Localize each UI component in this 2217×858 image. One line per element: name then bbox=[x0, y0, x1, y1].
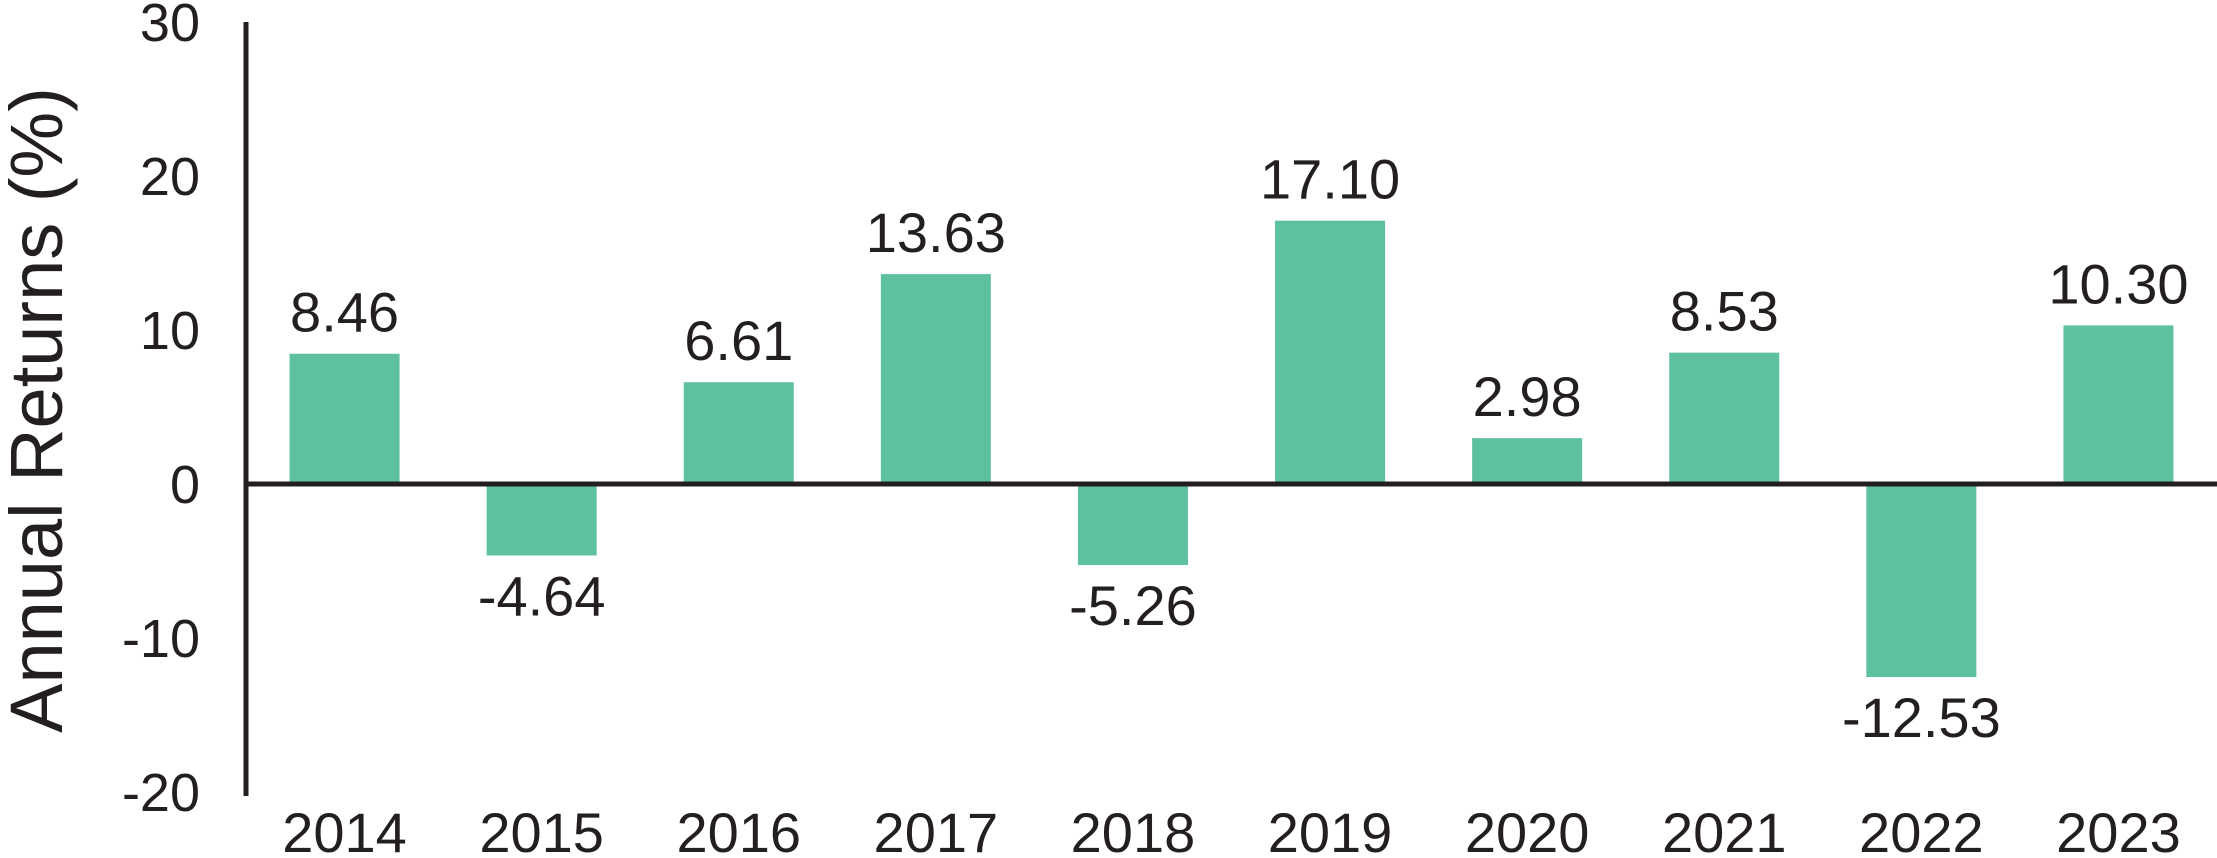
data-label: 10.30 bbox=[2048, 252, 2188, 315]
category-label: 2022 bbox=[1859, 801, 1984, 858]
bars bbox=[289, 220, 2174, 677]
category-label: 2018 bbox=[1071, 801, 1196, 858]
category-label: 2015 bbox=[479, 801, 604, 858]
data-labels: 8.46 -4.64 6.61 13.63 -5.26 17.10 2.98 8.53 -12.… bbox=[290, 148, 2188, 749]
bar-2018 bbox=[1077, 484, 1188, 566]
data-label: 17.10 bbox=[1260, 148, 1400, 211]
y-axis-title: Annual Returns (%) bbox=[0, 87, 78, 733]
bar-2016 bbox=[683, 382, 794, 484]
data-label: 6.61 bbox=[684, 309, 793, 372]
data-label: -12.53 bbox=[1842, 686, 2001, 749]
bar-2015 bbox=[486, 484, 597, 556]
category-label: 2017 bbox=[874, 801, 999, 858]
y-tick-label: 0 bbox=[170, 455, 200, 515]
y-tick-label: -10 bbox=[122, 609, 200, 669]
bar-2020 bbox=[1472, 438, 1583, 484]
category-label: 2019 bbox=[1268, 801, 1393, 858]
category-label: 2016 bbox=[676, 801, 801, 858]
data-label: -5.26 bbox=[1069, 574, 1197, 637]
y-tick-label: 10 bbox=[140, 301, 200, 361]
bar-2014 bbox=[289, 353, 400, 484]
y-tick-label: 20 bbox=[140, 147, 200, 207]
data-label: 8.53 bbox=[1670, 280, 1779, 343]
category-label: 2023 bbox=[2056, 801, 2181, 858]
bar-2017 bbox=[880, 274, 991, 484]
data-label: -4.64 bbox=[478, 564, 606, 627]
data-label: 8.46 bbox=[290, 281, 399, 344]
bar-2021 bbox=[1669, 352, 1780, 484]
bar-2019 bbox=[1275, 220, 1386, 484]
data-label: 2.98 bbox=[1473, 365, 1582, 428]
category-label: 2020 bbox=[1465, 801, 1590, 858]
bar-2023 bbox=[2063, 325, 2174, 484]
category-label: 2014 bbox=[282, 801, 407, 858]
bar-2022 bbox=[1866, 484, 1977, 677]
category-label: 2021 bbox=[1662, 801, 1787, 858]
y-tick-labels: 30 20 10 0 -10 -20 bbox=[122, 0, 200, 823]
data-label: 13.63 bbox=[866, 201, 1006, 264]
category-labels: 2014 2015 2016 2017 2018 2019 2020 2021 2022 2023 bbox=[282, 801, 2180, 858]
y-tick-label: -20 bbox=[122, 763, 200, 823]
y-tick-label: 30 bbox=[140, 0, 200, 53]
